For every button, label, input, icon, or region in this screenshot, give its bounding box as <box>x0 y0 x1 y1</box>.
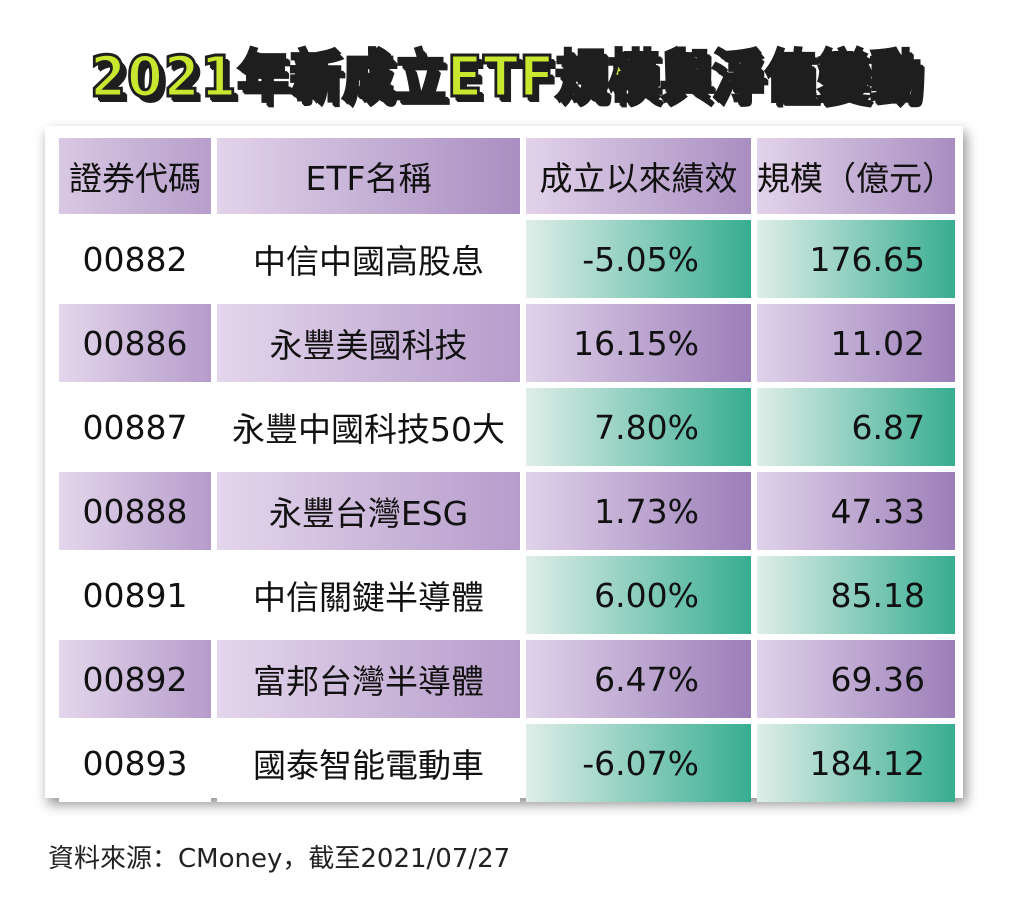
table-panel: 證券代碼 ETF名稱 成立以來績效 規模（億元） 00882 中信中國高股息 -… <box>45 126 963 802</box>
table-row: 00882 中信中國高股息 -5.05% 176.65 <box>59 220 955 298</box>
cell-size: 176.65 <box>757 220 955 298</box>
cell-code: 00887 <box>59 388 211 466</box>
etf-table: 證券代碼 ETF名稱 成立以來績效 規模（億元） 00882 中信中國高股息 -… <box>53 132 961 808</box>
cell-size: 85.18 <box>757 556 955 634</box>
cell-size: 69.36 <box>757 640 955 718</box>
header-size: 規模（億元） <box>757 138 955 214</box>
cell-code: 00893 <box>59 724 211 802</box>
table-row: 00892 富邦台灣半導體 6.47% 69.36 <box>59 640 955 718</box>
cell-name: 富邦台灣半導體 <box>217 640 520 718</box>
table-row: 00886 永豐美國科技 16.15% 11.02 <box>59 304 955 382</box>
cell-performance: 6.00% <box>526 556 751 634</box>
cell-size: 6.87 <box>757 388 955 466</box>
cell-performance: 1.73% <box>526 472 751 550</box>
cell-performance: -6.07% <box>526 724 751 802</box>
table-row: 00893 國泰智能電動車 -6.07% 184.12 <box>59 724 955 802</box>
table-row: 00888 永豐台灣ESG 1.73% 47.33 <box>59 472 955 550</box>
header-performance: 成立以來績效 <box>526 138 751 214</box>
cell-name: 國泰智能電動車 <box>217 724 520 802</box>
cell-size: 47.33 <box>757 472 955 550</box>
cell-name: 中信中國高股息 <box>217 220 520 298</box>
cell-name: 永豐台灣ESG <box>217 472 520 550</box>
cell-performance: 7.80% <box>526 388 751 466</box>
header-name: ETF名稱 <box>217 138 520 214</box>
cell-performance: -5.05% <box>526 220 751 298</box>
cell-performance: 16.15% <box>526 304 751 382</box>
cell-name: 中信關鍵半導體 <box>217 556 520 634</box>
cell-code: 00886 <box>59 304 211 382</box>
source-note: 資料來源：CMoney，截至2021/07/27 <box>48 844 511 874</box>
chart-title: 2021年新成立ETF規模與淨值變動 <box>89 43 923 111</box>
cell-size: 184.12 <box>757 724 955 802</box>
title-container: 2021年新成立ETF規模與淨值變動 <box>0 24 1013 120</box>
table-row: 00887 永豐中國科技50大 7.80% 6.87 <box>59 388 955 466</box>
cell-code: 00882 <box>59 220 211 298</box>
cell-name: 永豐美國科技 <box>217 304 520 382</box>
header-code: 證券代碼 <box>59 138 211 214</box>
table-row: 00891 中信關鍵半導體 6.00% 85.18 <box>59 556 955 634</box>
cell-code: 00891 <box>59 556 211 634</box>
cell-performance: 6.47% <box>526 640 751 718</box>
header-row: 證券代碼 ETF名稱 成立以來績效 規模（億元） <box>59 138 955 214</box>
cell-size: 11.02 <box>757 304 955 382</box>
cell-code: 00888 <box>59 472 211 550</box>
cell-code: 00892 <box>59 640 211 718</box>
cell-name: 永豐中國科技50大 <box>217 388 520 466</box>
